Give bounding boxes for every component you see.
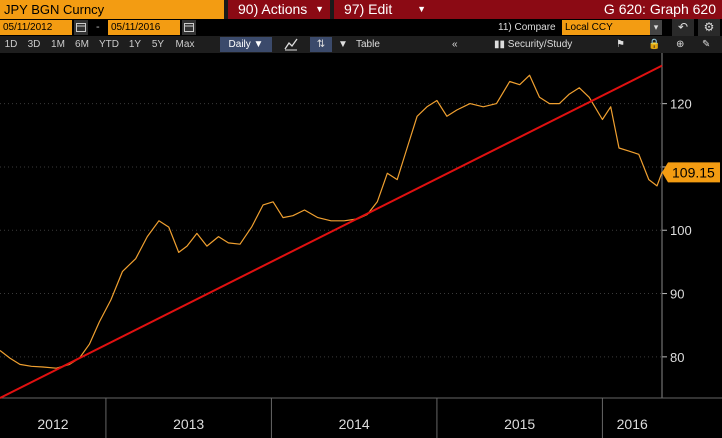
edit-label: 97) Edit xyxy=(344,1,393,17)
graph-title: G 620: Graph 620 xyxy=(432,0,722,19)
caret-down-icon: ▼ xyxy=(417,4,426,14)
date-compare-bar: 05/11/2012 - 05/11/2016 11) Compare Loca… xyxy=(0,19,722,36)
range-button-ytd[interactable]: YTD xyxy=(99,39,119,50)
y-tick-label: 90 xyxy=(670,287,684,302)
x-tick-label: 2013 xyxy=(173,416,204,432)
actions-menu-button[interactable]: 90) Actions ▼ xyxy=(228,0,330,19)
range-button-1m[interactable]: 1M xyxy=(51,39,65,50)
x-tick-label: 2012 xyxy=(37,416,68,432)
range-button-1d[interactable]: 1D xyxy=(4,39,18,50)
range-button-6m[interactable]: 6M xyxy=(75,39,89,50)
caret-down-icon: ▼ xyxy=(315,4,324,14)
chart-toolbar: 1D 3D 1M 6M YTD 1Y 5Y Max Daily ▼ ⇅ ▼ Table « ▮… xyxy=(0,36,722,53)
caret-down-icon[interactable]: ▼ xyxy=(338,39,348,50)
price-series-line[interactable] xyxy=(0,74,663,369)
calendar-icon[interactable] xyxy=(74,20,88,35)
line-chart-icon[interactable] xyxy=(284,37,298,52)
start-date-input[interactable]: 05/11/2012 xyxy=(0,20,72,35)
chevron-down-icon[interactable]: ▾ xyxy=(650,20,662,35)
trendline[interactable] xyxy=(0,64,663,399)
gear-icon[interactable]: ⚙ xyxy=(698,19,720,36)
ticker-field[interactable]: JPY BGN Curncy xyxy=(0,0,224,19)
x-tick-label: 2015 xyxy=(504,416,535,432)
range-button-5y[interactable]: 5Y xyxy=(151,39,165,50)
title-bar: JPY BGN Curncy 90) Actions ▼ 97) Edit ▼ … xyxy=(0,0,722,19)
y-tick-label: 80 xyxy=(670,350,684,365)
range-button-3d[interactable]: 3D xyxy=(27,39,41,50)
frequency-label: Daily xyxy=(228,39,251,50)
y-tick-label: 100 xyxy=(670,223,692,238)
x-tick-label: 2016 xyxy=(617,416,648,432)
lock-icon[interactable]: 🔒 xyxy=(648,39,661,50)
bars-icon: ▮▮ xyxy=(494,39,506,50)
y-tick-label: 120 xyxy=(670,97,692,112)
x-tick-label: 2014 xyxy=(339,416,370,432)
currency-select[interactable]: Local CCY xyxy=(562,20,650,35)
last-price-tag xyxy=(662,162,720,183)
security-study-label: Security/Study xyxy=(507,39,573,50)
compare-label[interactable]: 11) Compare xyxy=(498,22,556,33)
edit-menu-button[interactable]: 97) Edit ▼ xyxy=(334,0,432,19)
actions-label: 90) Actions xyxy=(238,1,308,17)
refresh-icon[interactable]: ↶ xyxy=(672,19,694,36)
end-date-input[interactable]: 05/11/2016 xyxy=(108,20,180,35)
security-study-button[interactable]: ▮▮ Security/Study xyxy=(494,37,572,52)
date-range-dash: - xyxy=(96,21,100,33)
zoom-icon[interactable]: ⊕ xyxy=(676,39,685,50)
table-button[interactable]: Table xyxy=(356,39,380,50)
range-button-max[interactable]: Max xyxy=(175,39,195,50)
range-button-1y[interactable]: 1Y xyxy=(128,39,142,50)
last-price-label: 109.15 xyxy=(672,164,715,180)
caret-down-icon: ▼ xyxy=(253,39,264,50)
price-chart[interactable]: 809010011012020122013201420152016109.15 xyxy=(0,53,722,438)
calendar-icon[interactable] xyxy=(182,20,196,35)
bar-style-icon[interactable]: ⇅ xyxy=(310,37,332,52)
double-chevron-left-icon[interactable]: « xyxy=(452,39,458,50)
flag-icon[interactable]: ⚑ xyxy=(616,39,625,50)
pen-icon[interactable]: ✎ xyxy=(702,39,711,50)
frequency-select[interactable]: Daily ▼ xyxy=(220,37,272,52)
